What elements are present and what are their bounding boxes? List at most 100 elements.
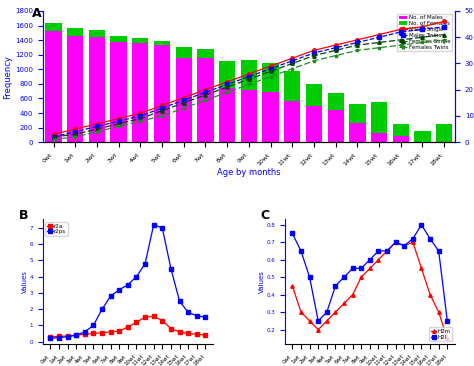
Males Twins — [224, 82, 230, 87]
Females Twins — [376, 45, 382, 50]
Bar — [89, 37, 105, 142]
H2m — [393, 240, 399, 244]
Males Twins — [333, 45, 338, 50]
H2m — [358, 275, 364, 279]
Females Single — [73, 132, 78, 137]
r2ps — [185, 310, 191, 315]
Y-axis label: Values: Values — [22, 270, 28, 293]
Females Single — [419, 35, 425, 40]
r2ps — [151, 223, 156, 227]
H2m — [367, 266, 373, 270]
r2ps — [117, 287, 122, 292]
H2m — [384, 249, 390, 253]
Line: Females Single: Females Single — [52, 33, 446, 139]
H2l — [427, 236, 433, 241]
H2l — [324, 310, 329, 314]
r2ps — [194, 313, 200, 318]
Females Twins — [333, 53, 338, 58]
Females Twins — [398, 43, 404, 47]
Females Single — [116, 122, 121, 126]
Females Single — [311, 53, 317, 58]
H2m — [315, 328, 321, 332]
Bar — [154, 41, 170, 45]
Females Single — [333, 48, 338, 53]
H2m — [307, 319, 312, 323]
r2a — [168, 326, 174, 331]
H2l — [350, 266, 356, 270]
r2a — [194, 332, 200, 336]
Bar — [306, 107, 322, 142]
Line: Males Single: Males Single — [52, 20, 446, 136]
Males Twins — [376, 35, 382, 40]
H2m — [290, 284, 295, 288]
H2l — [341, 275, 347, 279]
Females Single — [290, 61, 295, 66]
Bar — [328, 93, 344, 110]
Males Twins — [73, 130, 78, 134]
Males Twins — [202, 90, 208, 94]
Females Twins — [51, 137, 56, 142]
Y-axis label: Frequency: Frequency — [3, 55, 12, 98]
Bar — [67, 29, 83, 36]
Bar — [132, 43, 148, 142]
Legend: r2a, r2ps: r2a, r2ps — [46, 222, 68, 236]
r2ps — [125, 283, 131, 287]
H2m — [350, 292, 356, 297]
H2l — [445, 319, 450, 323]
H2l — [333, 284, 338, 288]
Females Twins — [441, 38, 447, 42]
Females Single — [181, 101, 187, 105]
Females Single — [159, 108, 165, 113]
Males Single — [376, 33, 382, 37]
H2m — [445, 336, 450, 340]
Females Single — [398, 38, 404, 42]
r2a — [185, 331, 191, 336]
Females Twins — [311, 59, 317, 63]
Bar — [392, 136, 409, 142]
Line: H2m: H2m — [291, 240, 449, 340]
Males Single — [246, 72, 252, 76]
Males Single — [419, 25, 425, 29]
Text: A: A — [32, 7, 42, 20]
Males Single — [268, 64, 273, 68]
Males Twins — [159, 106, 165, 110]
Males Single — [290, 56, 295, 60]
Males Twins — [419, 27, 425, 31]
Females Single — [137, 116, 143, 121]
Bar — [89, 30, 105, 37]
r2a — [151, 314, 156, 319]
H2m — [341, 301, 347, 306]
Females Twins — [419, 40, 425, 45]
Females Twins — [94, 130, 100, 134]
H2l — [290, 231, 295, 236]
Bar — [371, 134, 387, 142]
Bar — [241, 90, 257, 142]
Males Twins — [398, 30, 404, 34]
Females Twins — [159, 114, 165, 118]
r2a — [202, 333, 208, 337]
Bar — [154, 45, 170, 142]
Males Twins — [181, 98, 187, 102]
H2m — [427, 292, 433, 297]
H2m — [401, 243, 407, 248]
Females Twins — [116, 124, 121, 129]
Females Twins — [137, 119, 143, 123]
Bar — [67, 36, 83, 142]
Males Single — [202, 87, 208, 92]
Bar — [306, 84, 322, 107]
Bar — [349, 123, 365, 142]
H2l — [384, 249, 390, 253]
Males Single — [94, 122, 100, 126]
H2l — [401, 243, 407, 248]
r2ps — [82, 330, 88, 334]
Males Twins — [441, 25, 447, 29]
r2a — [56, 334, 62, 339]
Males Single — [333, 43, 338, 47]
Males Twins — [311, 51, 317, 55]
Bar — [132, 38, 148, 43]
Males Twins — [246, 74, 252, 79]
Males Twins — [268, 67, 273, 71]
Males Single — [311, 48, 317, 53]
r2ps — [177, 299, 182, 303]
r2a — [117, 329, 122, 333]
